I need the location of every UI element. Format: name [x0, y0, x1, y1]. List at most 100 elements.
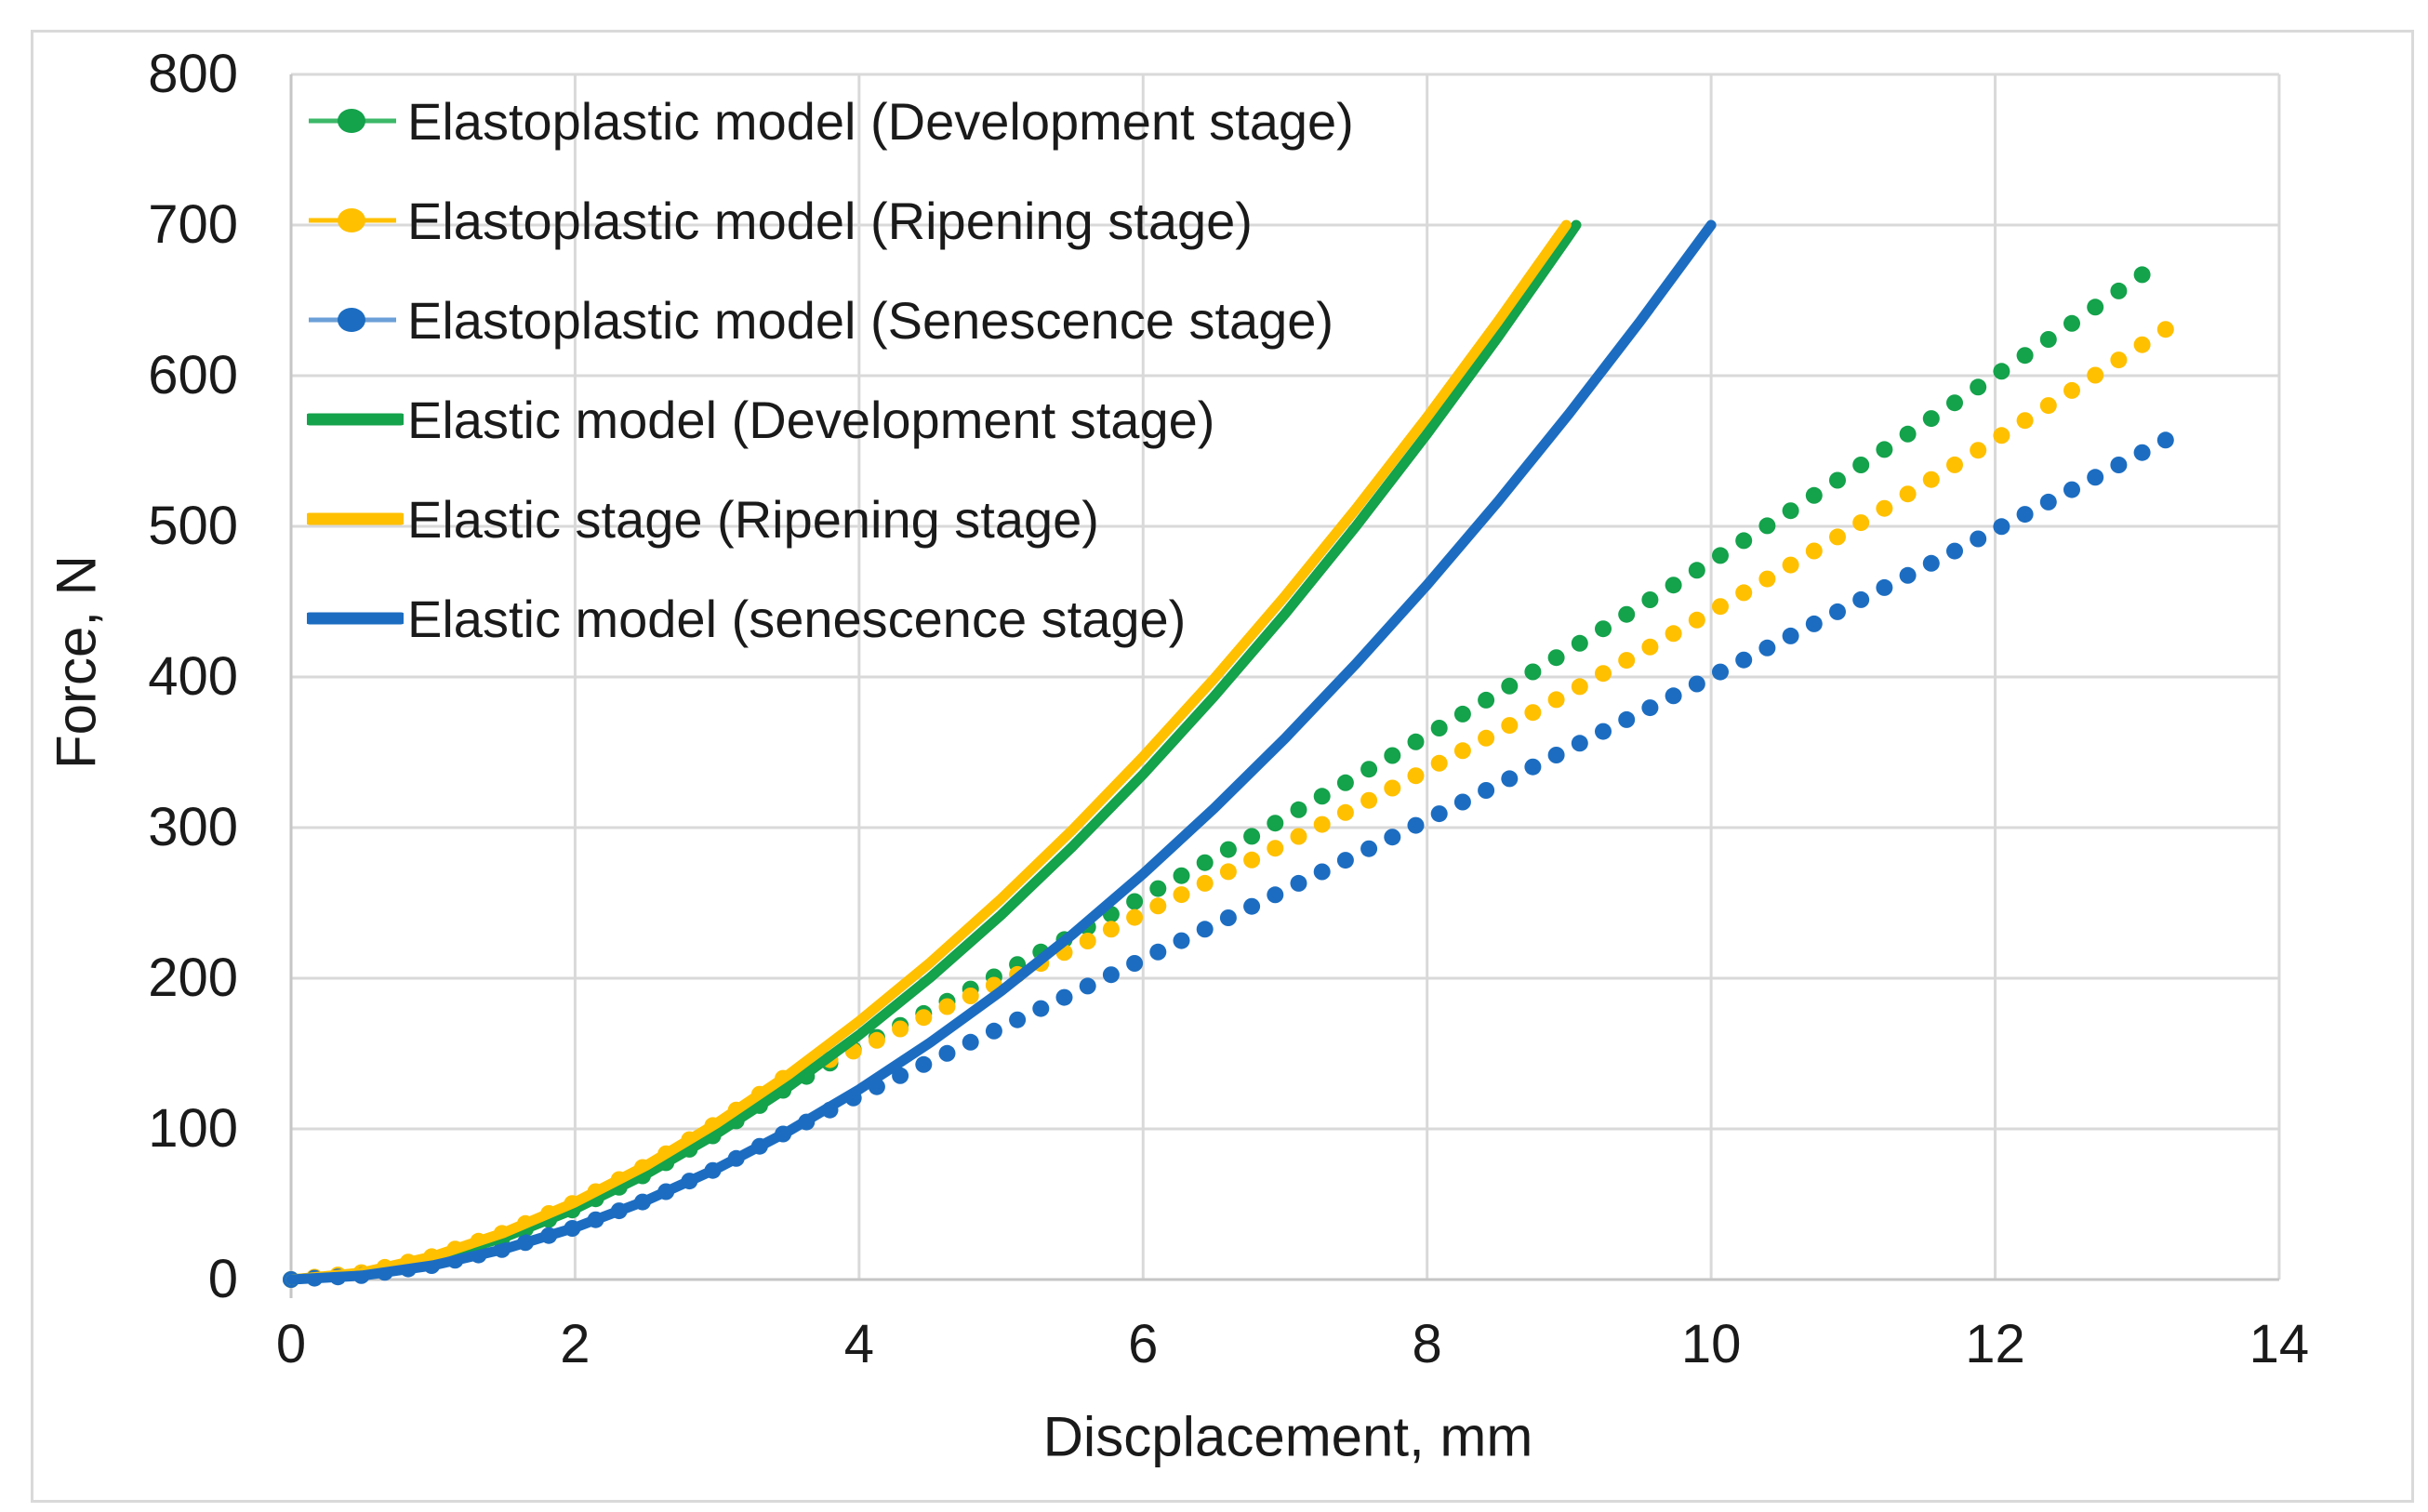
data-point-dot	[1126, 955, 1144, 972]
series-line-elastic-model-senescence-stage-	[285, 219, 1717, 1285]
data-point-dot	[2156, 431, 2174, 449]
legend-item: Elastic stage (Ripening stage)	[307, 470, 1099, 568]
data-point-dot	[1196, 921, 1214, 938]
legend-marker-dot-icon	[338, 109, 365, 133]
data-point-dot	[1407, 733, 1425, 750]
data-point-dot	[1336, 803, 1354, 821]
data-point-dot	[1922, 410, 1940, 428]
data-point-dot	[1993, 363, 2010, 380]
data-point-dot	[1079, 977, 1096, 995]
data-point-dot	[1547, 649, 1565, 667]
data-point-dot	[1829, 603, 1846, 620]
data-point-dot	[1852, 457, 1870, 473]
data-point-dot	[1173, 886, 1190, 904]
data-point-dot	[962, 1033, 979, 1051]
data-point-dot	[2063, 314, 2080, 332]
data-point-dot	[1219, 841, 1237, 858]
data-point-dot	[1149, 897, 1167, 915]
data-point-dot	[1758, 517, 1776, 535]
y-axis-tick-label: 200	[148, 948, 238, 1008]
data-point-dot	[1782, 502, 1799, 520]
data-point-dot	[1384, 747, 1401, 764]
data-point-dot	[1453, 793, 1471, 811]
data-point-dot	[1126, 909, 1144, 926]
data-point-dot	[1758, 639, 1776, 657]
data-point-dot	[1360, 791, 1378, 809]
x-axis-tick-label: 14	[2249, 1314, 2310, 1374]
data-point-dot	[1501, 770, 1519, 788]
legend-marker-dot-icon	[338, 208, 365, 232]
data-point-dot	[1970, 530, 1987, 548]
data-point-dot	[1571, 634, 1588, 652]
data-point-dot	[2063, 381, 2080, 399]
data-point-dot	[1524, 663, 1542, 681]
data-point-dot	[1712, 598, 1729, 616]
data-point-dot	[1970, 378, 1987, 396]
data-point-dot	[2016, 347, 2034, 365]
data-point-dot	[1173, 932, 1190, 949]
data-point-dot	[2156, 321, 2174, 338]
data-point-dot	[2063, 481, 2080, 498]
y-axis-tick-label: 600	[148, 345, 238, 405]
data-point-dot	[1852, 514, 1870, 532]
data-point-dot	[1946, 394, 1963, 412]
data-point-dot	[1243, 828, 1261, 845]
data-point-dot	[938, 998, 956, 1015]
y-axis-tick-label: 300	[148, 797, 238, 857]
data-point-dot	[1688, 675, 1705, 693]
data-point-dot	[1524, 704, 1542, 722]
data-point-dot	[1290, 801, 1307, 818]
data-point-dot	[1407, 816, 1425, 834]
data-point-dot	[1641, 591, 1659, 608]
data-point-dot	[915, 1055, 933, 1073]
data-point-dot	[1922, 554, 1940, 572]
data-point-dot	[1524, 758, 1542, 776]
data-point-dot	[1876, 578, 1893, 596]
data-point-dot	[1243, 851, 1261, 869]
data-point-dot	[1899, 425, 1917, 443]
legend-marker-line-icon	[309, 109, 396, 133]
data-point-dot	[1735, 584, 1753, 602]
data-point-dot	[1453, 742, 1471, 760]
x-axis-tick-label: 0	[275, 1314, 307, 1374]
y-axis-title: Force, N	[45, 554, 108, 770]
data-point-dot	[1079, 933, 1096, 949]
data-point-dot	[1782, 556, 1799, 574]
y-axis-tick-label: 100	[148, 1098, 238, 1159]
data-point-dot	[1571, 678, 1588, 696]
data-point-dot	[1055, 988, 1073, 1006]
data-point-dot	[1102, 921, 1120, 938]
data-point-dot	[2016, 506, 2034, 524]
data-point-dot	[1290, 874, 1307, 892]
data-point-dot	[1478, 782, 1495, 799]
data-point-dot	[1899, 485, 1917, 503]
data-point-dot	[1547, 747, 1565, 763]
legend-item-label: Elastic model (senescence stage)	[407, 589, 1187, 648]
data-point-dot	[1829, 528, 1846, 546]
data-point-dot	[1290, 828, 1307, 845]
data-point-dot	[2133, 336, 2151, 353]
data-point-dot	[1782, 627, 1799, 644]
data-point-dot	[1360, 761, 1378, 778]
data-point-dot	[915, 1009, 933, 1027]
data-point-dot	[1993, 427, 2010, 444]
data-point-dot	[1829, 471, 1846, 489]
legend-item: Elastoplastic model (Development stage)	[307, 72, 1354, 170]
data-point-dot	[1501, 717, 1519, 735]
legend-item-label: Elastoplastic model (Development stage)	[407, 91, 1354, 151]
data-point-dot	[2087, 298, 2104, 316]
legend-solid-line-icon	[307, 612, 404, 625]
data-point-dot	[1852, 590, 1870, 608]
data-point-dot	[1993, 518, 2010, 536]
data-point-dot	[2087, 366, 2104, 384]
data-point-dot	[892, 1067, 909, 1084]
legend-solid-line-icon	[307, 512, 404, 525]
data-point-dot	[1102, 966, 1120, 984]
data-point-dot	[1173, 867, 1190, 884]
data-point-dot	[1196, 854, 1214, 871]
data-point-dot	[1665, 577, 1682, 594]
data-point-dot	[1407, 767, 1425, 785]
gridlines	[289, 73, 2281, 1298]
data-point-dot	[2016, 412, 2034, 430]
